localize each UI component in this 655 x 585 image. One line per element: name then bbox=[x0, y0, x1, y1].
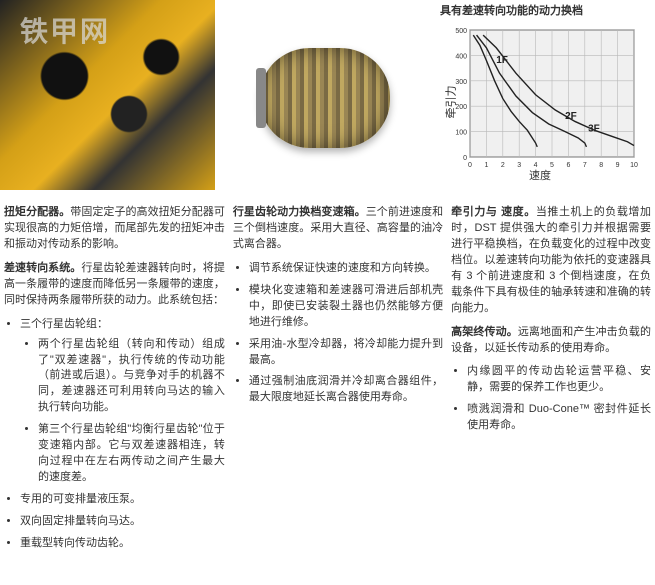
col2-p1-head: 行星齿轮动力换档变速箱。 bbox=[233, 206, 366, 218]
col1-b3: 双向固定排量转向马达。 bbox=[20, 514, 225, 530]
column-2: 行星齿轮动力换档变速箱。三个前进速度和三个倒档速度。采用大直径、高容量的油冷式离… bbox=[233, 205, 443, 558]
col2-b2: 模块化变速箱和差速器可滑进后部机壳中，即使已安装裂土器也仍然能够方便地进行维修。 bbox=[249, 283, 443, 331]
svg-text:1: 1 bbox=[484, 162, 488, 169]
col3-p1-head: 牵引力与 速度。 bbox=[451, 206, 536, 218]
col1-p1: 扭矩分配器。带固定定子的高效扭矩分配器可实现很高的力矩倍增，而尾部先发的扭矩冲击… bbox=[4, 205, 225, 253]
column-1: 扭矩分配器。带固定定子的高效扭矩分配器可实现很高的力矩倍增，而尾部先发的扭矩冲击… bbox=[4, 205, 225, 558]
svg-text:3: 3 bbox=[517, 162, 521, 169]
hydraulic-component-photo: 铁甲网 bbox=[0, 0, 215, 190]
col1-p2-head: 差速转向系统。 bbox=[4, 262, 81, 274]
col2-b3: 采用油-水型冷却器，将冷却能力提升到最高。 bbox=[249, 337, 443, 369]
col2-b1: 调节系统保证快速的速度和方向转换。 bbox=[249, 261, 443, 277]
svg-text:400: 400 bbox=[455, 53, 467, 60]
col3-b1: 内缘圆平的传动齿轮运营平稳、安静，需要的保养工作也更少。 bbox=[467, 364, 651, 396]
clutch-photo-wrap bbox=[225, 0, 425, 195]
col2-list: 调节系统保证快速的速度和方向转换。 模块化变速箱和差速器可滑进后部机壳中，即使已… bbox=[233, 261, 443, 407]
clutch-pack-photo bbox=[260, 48, 390, 148]
col3-p2: 高架终传动。远离地面和产生冲击负载的设备，以延长传动系的使用寿命。 bbox=[451, 325, 651, 357]
chart-svg: 01002003004005000123456789101F2F3F bbox=[440, 24, 640, 179]
svg-text:7: 7 bbox=[583, 162, 587, 169]
watermark-text: 铁甲网 bbox=[20, 10, 110, 50]
col1-p1-head: 扭矩分配器。 bbox=[4, 206, 70, 218]
col3-p1: 牵引力与 速度。当推土机上的负载增加时，DST 提供强大的牵引力并根据需要进行平… bbox=[451, 205, 651, 317]
svg-text:100: 100 bbox=[455, 130, 467, 137]
column-3: 牵引力与 速度。当推土机上的负载增加时，DST 提供强大的牵引力并根据需要进行平… bbox=[451, 205, 651, 558]
col3-list: 内缘圆平的传动齿轮运营平稳、安静，需要的保养工作也更少。 喷溅润滑和 Duo-C… bbox=[451, 364, 651, 434]
col1-b1-text: 三个行星齿轮组： bbox=[20, 318, 108, 330]
svg-text:0: 0 bbox=[468, 162, 472, 169]
col1-b1a: 两个行星齿轮组（转向和传动）组成了"双差速器"，执行传统的传动功能（前进或后退）… bbox=[38, 337, 225, 417]
col3-b2: 喷溅润滑和 Duo-Cone™ 密封件延长使用寿命。 bbox=[467, 402, 651, 434]
svg-text:9: 9 bbox=[616, 162, 620, 169]
svg-text:500: 500 bbox=[455, 28, 467, 35]
chart-xlabel: 速度 bbox=[529, 167, 551, 183]
col1-b4: 重载型转向传动齿轮。 bbox=[20, 536, 225, 552]
col3-p1-body: 当推土机上的负载增加时，DST 提供强大的牵引力并根据需要进行平稳换档，在负载变… bbox=[451, 206, 651, 314]
chart-ylabel: 牵引力 bbox=[443, 85, 459, 118]
col1-p2: 差速转向系统。行星齿轮差速器转向时，将提高一条履带的速度而降低另一条履带的速度，… bbox=[4, 261, 225, 309]
svg-text:6: 6 bbox=[566, 162, 570, 169]
svg-text:0: 0 bbox=[463, 155, 467, 162]
chart-title: 具有差速转向功能的动力换档 bbox=[430, 2, 650, 18]
svg-text:2: 2 bbox=[501, 162, 505, 169]
col3-p2-head: 高架终传动。 bbox=[451, 326, 518, 338]
svg-text:3F: 3F bbox=[588, 124, 600, 135]
col2-p1: 行星齿轮动力换档变速箱。三个前进速度和三个倒档速度。采用大直径、高容量的油冷式离… bbox=[233, 205, 443, 253]
col1-b1: 三个行星齿轮组： 两个行星齿轮组（转向和传动）组成了"双差速器"，执行传统的传动… bbox=[20, 317, 225, 486]
svg-text:10: 10 bbox=[630, 162, 638, 169]
chart-box: 牵引力 01002003004005000123456789101F2F3F 速… bbox=[440, 24, 640, 179]
traction-speed-chart: 具有差速转向功能的动力换档 牵引力 0100200300400500012345… bbox=[430, 0, 650, 195]
col1-b1b: 第三个行星齿轮组"均衡行星齿轮"位于变速箱内部。它与双差速器相连，转向过程中在左… bbox=[38, 422, 225, 486]
col2-b4: 通过强制油底润滑并冷却离合器组件，最大限度地延长离合器使用寿命。 bbox=[249, 374, 443, 406]
col1-list: 三个行星齿轮组： 两个行星齿轮组（转向和传动）组成了"双差速器"，执行传统的传动… bbox=[4, 317, 225, 552]
col1-sublist: 两个行星齿轮组（转向和传动）组成了"双差速器"，执行传统的传动功能（前进或后退）… bbox=[20, 337, 225, 486]
col1-b2: 专用的可变排量液压泵。 bbox=[20, 492, 225, 508]
svg-text:8: 8 bbox=[599, 162, 603, 169]
